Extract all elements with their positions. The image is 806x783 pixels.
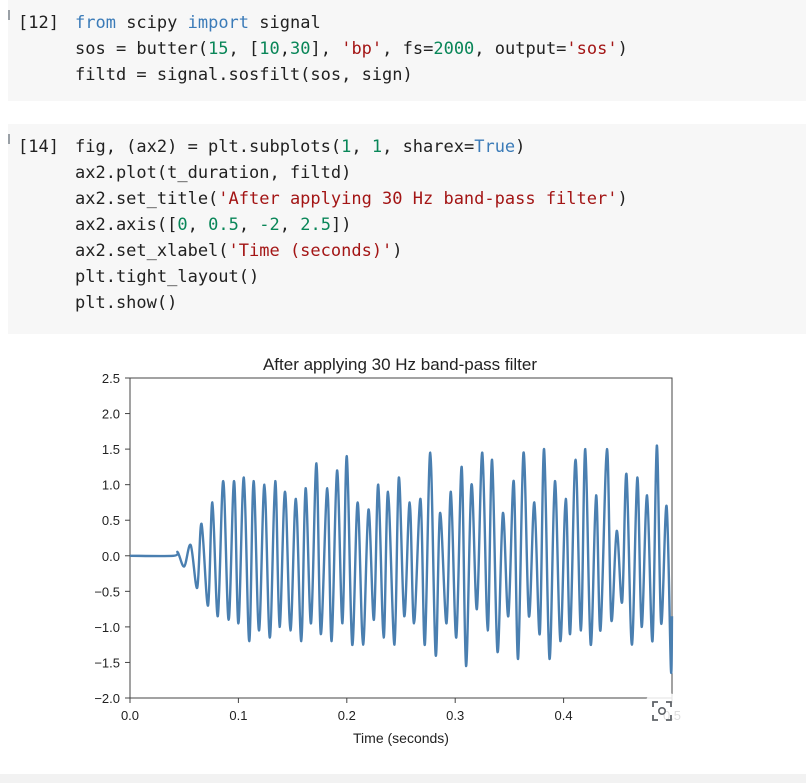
- code-token: True: [474, 137, 516, 157]
- cell-marker: [8, 134, 10, 144]
- series-line: [129, 444, 674, 674]
- code-line: fig, (ax2) = plt.subplots(1, 1, sharex=T…: [75, 134, 628, 160]
- code-token: plt.show(): [75, 293, 178, 313]
- code-token: 0: [177, 215, 188, 235]
- code-editor[interactable]: from scipy import signal sos = butter(15,…: [75, 10, 628, 88]
- code-token: ,: [238, 215, 260, 235]
- code-line: filtd = signal.sosfilt(sos, sign): [75, 62, 628, 88]
- code-token: from: [75, 13, 116, 33]
- code-token: 10: [259, 39, 280, 59]
- code-token: 30: [290, 39, 311, 59]
- y-tick-label: 2.0: [102, 407, 120, 422]
- code-token: sos = butter(: [75, 39, 209, 59]
- code-token: ax2.axis([: [75, 215, 178, 235]
- y-tick-label: −1.5: [94, 655, 120, 670]
- x-tick-label: 0.4: [555, 708, 573, 723]
- code-line: plt.tight_layout(): [75, 264, 628, 290]
- code-cell-12[interactable]: [12] from scipy import signal sos = butte…: [8, 0, 806, 101]
- plot-area: [129, 377, 674, 699]
- code-token: ): [515, 137, 526, 157]
- code-token: import: [187, 13, 250, 33]
- code-token: 1: [341, 137, 352, 157]
- y-tick-label: 1.0: [102, 478, 120, 493]
- code-token: ,: [351, 137, 372, 157]
- code-line: ax2.set_title('After applying 30 Hz band…: [75, 186, 628, 212]
- code-token: 'sos': [566, 39, 618, 59]
- code-token: ): [392, 241, 403, 261]
- camera-focus-icon[interactable]: [642, 691, 682, 731]
- code-token: plt.tight_layout(): [75, 267, 260, 287]
- code-token: 2000: [433, 39, 475, 59]
- code-line: ax2.set_xlabel('Time (seconds)'): [75, 238, 628, 264]
- x-tick-label: 0.1: [229, 708, 247, 723]
- code-token: , fs=: [382, 39, 434, 59]
- code-token: ,: [279, 215, 301, 235]
- cell-prompt: [12]: [18, 13, 59, 33]
- code-token: ,: [279, 39, 290, 59]
- code-token: 1: [371, 137, 383, 157]
- code-token: , sharex=: [382, 137, 475, 157]
- code-token: 15: [208, 39, 229, 59]
- code-line: from scipy import signal: [75, 10, 628, 36]
- code-line: ax2.axis([0, 0.5, -2, 2.5]): [75, 212, 628, 238]
- x-tick-label: 0.0: [121, 708, 139, 723]
- code-token: signal: [249, 13, 321, 33]
- code-token: 'Time (seconds)': [228, 241, 393, 261]
- code-token: ]): [330, 215, 352, 235]
- cell-output: After applying 30 Hz band-pass filter 0.…: [0, 334, 806, 774]
- x-tick-label: 0.2: [338, 708, 356, 723]
- code-line: ax2.plot(t_duration, filtd): [75, 160, 628, 186]
- cell-marker: [8, 10, 10, 20]
- y-tick-label: −1.0: [94, 620, 120, 635]
- code-token: , output=: [474, 39, 567, 59]
- code-token: 0.5: [208, 215, 239, 235]
- code-editor[interactable]: fig, (ax2) = plt.subplots(1, 1, sharex=T…: [75, 134, 628, 316]
- code-token: ax2.plot(t_duration, filtd): [75, 163, 352, 183]
- code-token: fig, (ax2) = plt.subplots(: [75, 137, 342, 157]
- code-token: ): [617, 39, 628, 59]
- x-tick-label: 0.3: [446, 708, 464, 723]
- code-token: 'After applying 30 Hz band-pass filter': [218, 189, 618, 209]
- code-token: ],: [310, 39, 342, 59]
- code-token: -2: [259, 215, 280, 235]
- footer-strip: [0, 774, 806, 783]
- x-axis: 0.00.10.20.30.40.5: [121, 698, 681, 723]
- y-tick-label: 0.5: [102, 513, 120, 528]
- plot-figure: After applying 30 Hz band-pass filter 0.…: [94, 355, 682, 746]
- chart-title: After applying 30 Hz band-pass filter: [263, 355, 537, 374]
- code-cell-14[interactable]: [14] fig, (ax2) = plt.subplots(1, 1, sha…: [8, 124, 806, 334]
- code-token: 2.5: [300, 215, 331, 235]
- x-axis-label: Time (seconds): [353, 730, 449, 746]
- code-line: plt.show(): [75, 290, 628, 316]
- y-tick-label: 2.5: [102, 371, 120, 386]
- code-token: ): [617, 189, 628, 209]
- code-token: ,: [187, 215, 209, 235]
- code-token: ax2.set_xlabel(: [75, 241, 229, 261]
- y-tick-label: 1.5: [102, 442, 120, 457]
- y-tick-label: −0.5: [94, 584, 120, 599]
- code-token: filtd = signal.sosfilt(sos, sign): [75, 65, 413, 85]
- code-line: sos = butter(15, [10,30], 'bp', fs=2000,…: [75, 36, 628, 62]
- code-token: scipy: [115, 13, 188, 33]
- code-token: 'bp': [341, 39, 383, 59]
- y-tick-label: −2.0: [94, 691, 120, 706]
- y-tick-label: 0.0: [102, 549, 120, 564]
- cell-prompt: [14]: [18, 137, 59, 157]
- code-token: , [: [228, 39, 260, 59]
- code-token: ax2.set_title(: [75, 189, 219, 209]
- y-axis: −2.0 −1.5 −1.0 −0.5 0.0 0.5 1.0 1.5 2.0 2.5: [94, 371, 130, 706]
